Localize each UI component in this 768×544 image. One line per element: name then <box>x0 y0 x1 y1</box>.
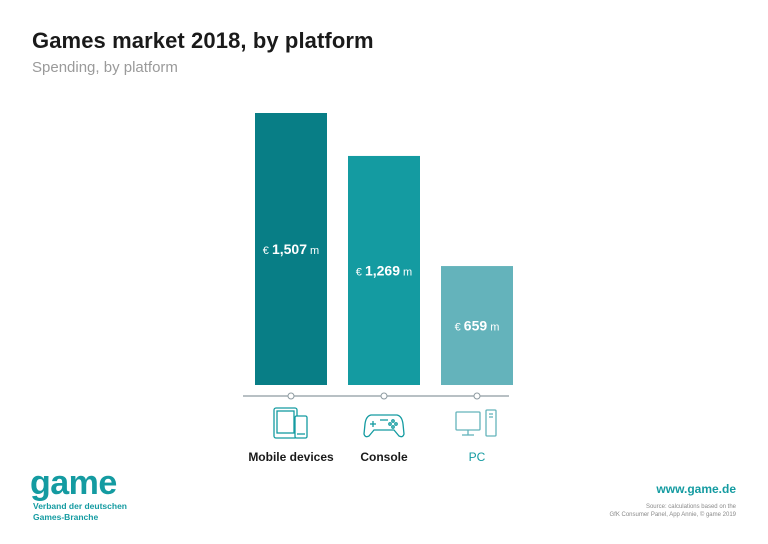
pc-desktop-icon <box>455 409 497 437</box>
logo-subtitle-line-1: Verband der deutschen <box>33 501 127 511</box>
category-label-console: Console <box>360 450 408 464</box>
logo-wordmark: game <box>30 464 117 502</box>
bar-pc <box>441 266 513 385</box>
tick-marker-pc <box>473 392 481 400</box>
category-label-mobile-devices: Mobile devices <box>248 450 334 464</box>
value-label-console: € 1,269 m <box>356 262 412 278</box>
value-label-mobile-devices: € 1,507 m <box>263 241 319 257</box>
mobile-devices-icon <box>273 407 308 439</box>
source-note: Source: calculations based on the GfK Co… <box>536 503 737 519</box>
value-label-pc: € 659 m <box>455 318 500 334</box>
source-line-1: Source: calculations based on the <box>645 504 736 510</box>
chart-title: Games market 2018, by platform <box>32 28 374 53</box>
bar-mobile-devices <box>255 113 327 385</box>
source-line-2: GfK Consumer Panel, App Annie, © game 20… <box>609 512 737 518</box>
console-controller-icon <box>363 414 405 438</box>
website-link[interactable]: www.game.de <box>656 482 736 496</box>
bar-console <box>348 155 420 385</box>
tick-marker-console <box>380 392 388 400</box>
category-label-pc: PC <box>469 450 486 464</box>
logo-subtitle-line-2: Games-Branche <box>33 512 99 522</box>
chart-subtitle: Spending, by platform <box>32 59 178 76</box>
game-logo: game Verband der deutschen Games-Branche <box>30 466 127 522</box>
tick-marker-mobile-devices <box>287 392 295 400</box>
